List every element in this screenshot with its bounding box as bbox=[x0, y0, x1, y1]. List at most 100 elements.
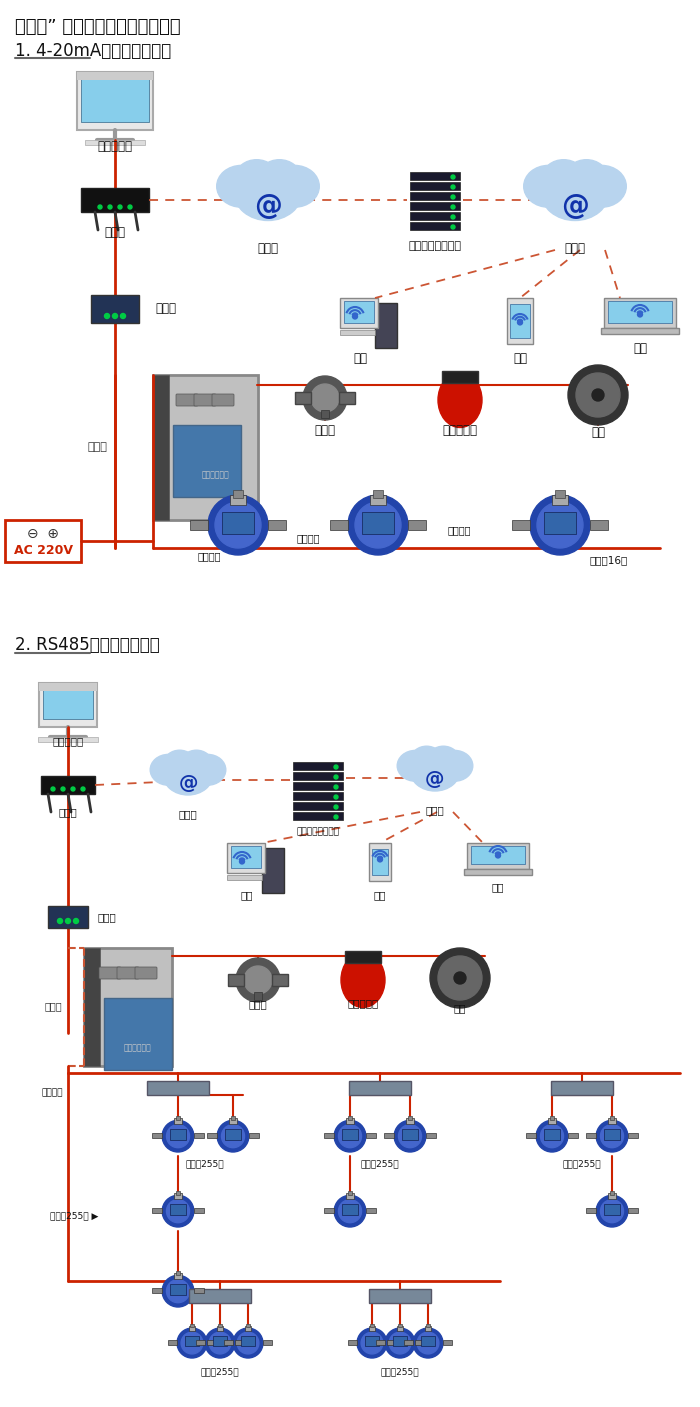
Ellipse shape bbox=[428, 746, 458, 771]
Text: 机气猫” 系列带显示固定式检测仪: 机气猫” 系列带显示固定式检测仪 bbox=[15, 18, 181, 37]
Bar bbox=[293, 812, 343, 820]
Text: 安底尔网络服务器: 安底尔网络服务器 bbox=[297, 827, 340, 837]
Bar bbox=[590, 521, 608, 530]
Text: 通讯线: 通讯线 bbox=[87, 442, 107, 452]
Bar bbox=[43, 687, 93, 719]
Text: 1. 4-20mA信号连接系统图: 1. 4-20mA信号连接系统图 bbox=[15, 42, 172, 61]
Circle shape bbox=[236, 958, 280, 1002]
Ellipse shape bbox=[541, 163, 609, 221]
Bar bbox=[544, 1128, 560, 1140]
Bar bbox=[471, 846, 525, 864]
Circle shape bbox=[334, 775, 338, 779]
Bar bbox=[216, 1325, 223, 1331]
Bar bbox=[170, 1285, 186, 1294]
Circle shape bbox=[348, 495, 408, 554]
Text: 路由器: 路由器 bbox=[104, 225, 125, 239]
Bar bbox=[393, 1337, 407, 1346]
Bar bbox=[548, 1119, 556, 1124]
Bar bbox=[425, 1325, 431, 1331]
Bar bbox=[610, 1116, 614, 1120]
Text: 信号输入: 信号输入 bbox=[296, 533, 320, 543]
Bar bbox=[344, 301, 374, 324]
Bar bbox=[555, 490, 565, 498]
Ellipse shape bbox=[436, 750, 473, 781]
Bar bbox=[526, 1133, 536, 1138]
Circle shape bbox=[601, 1200, 624, 1223]
Bar bbox=[194, 1133, 204, 1138]
Bar bbox=[403, 1339, 413, 1345]
Ellipse shape bbox=[150, 754, 187, 785]
Bar bbox=[227, 843, 265, 872]
Text: 通讯线: 通讯线 bbox=[44, 1000, 62, 1012]
Bar bbox=[608, 301, 672, 324]
Text: 声光报警器: 声光报警器 bbox=[442, 424, 477, 436]
Bar bbox=[342, 1128, 358, 1140]
Bar bbox=[170, 1204, 186, 1214]
Bar bbox=[189, 1289, 251, 1303]
Ellipse shape bbox=[258, 160, 300, 194]
Circle shape bbox=[208, 495, 268, 554]
FancyBboxPatch shape bbox=[194, 394, 216, 407]
Bar bbox=[348, 1116, 352, 1120]
Text: 报警控制主机: 报警控制主机 bbox=[124, 1044, 152, 1052]
Bar bbox=[173, 425, 241, 497]
Bar bbox=[77, 72, 153, 80]
FancyBboxPatch shape bbox=[99, 967, 121, 979]
Bar bbox=[147, 1081, 209, 1095]
FancyBboxPatch shape bbox=[212, 394, 234, 407]
Circle shape bbox=[118, 205, 122, 210]
Ellipse shape bbox=[190, 754, 226, 785]
Text: 485中继器: 485中继器 bbox=[162, 1086, 193, 1096]
Circle shape bbox=[596, 1120, 628, 1152]
Bar bbox=[421, 1337, 435, 1346]
Circle shape bbox=[339, 1124, 361, 1148]
Text: 手机: 手机 bbox=[513, 352, 527, 364]
Text: 可连接16个: 可连接16个 bbox=[590, 554, 629, 566]
Text: 可连接255台: 可连接255台 bbox=[381, 1368, 419, 1376]
Bar bbox=[222, 512, 254, 535]
Bar bbox=[628, 1207, 638, 1213]
Bar bbox=[324, 1133, 334, 1138]
Text: 路由器: 路由器 bbox=[59, 808, 78, 817]
Bar bbox=[552, 495, 568, 505]
Text: 信号输出: 信号输出 bbox=[198, 552, 221, 561]
Bar bbox=[231, 1116, 235, 1120]
Bar bbox=[366, 1207, 376, 1213]
Circle shape bbox=[451, 184, 455, 189]
Circle shape bbox=[98, 205, 102, 210]
Bar bbox=[235, 1339, 244, 1345]
Ellipse shape bbox=[524, 166, 573, 207]
Circle shape bbox=[162, 1196, 194, 1227]
Bar bbox=[426, 1133, 436, 1138]
Circle shape bbox=[596, 1196, 628, 1227]
Bar bbox=[544, 512, 576, 535]
Bar bbox=[176, 1271, 180, 1275]
Text: 单机版电脑: 单机版电脑 bbox=[97, 141, 132, 153]
Circle shape bbox=[377, 857, 382, 862]
Bar bbox=[241, 1337, 256, 1346]
Text: 信号输出: 信号输出 bbox=[41, 1089, 63, 1097]
Circle shape bbox=[221, 1124, 244, 1148]
Bar bbox=[610, 1190, 614, 1195]
Circle shape bbox=[334, 815, 338, 819]
Bar bbox=[246, 1324, 250, 1327]
Bar bbox=[369, 1325, 375, 1331]
Text: 485中继器: 485中继器 bbox=[384, 1294, 415, 1303]
Bar bbox=[568, 1133, 578, 1138]
Bar bbox=[153, 376, 169, 521]
Circle shape bbox=[601, 1124, 624, 1148]
Bar bbox=[366, 1133, 376, 1138]
Bar bbox=[415, 1339, 424, 1345]
Circle shape bbox=[108, 205, 112, 210]
Text: 报警控制主机: 报警控制主机 bbox=[201, 470, 229, 480]
Text: 485中继器: 485中继器 bbox=[566, 1086, 597, 1096]
Circle shape bbox=[239, 858, 244, 864]
Bar bbox=[293, 782, 343, 789]
Bar bbox=[410, 212, 460, 219]
FancyBboxPatch shape bbox=[117, 967, 139, 979]
Circle shape bbox=[311, 384, 339, 412]
Bar bbox=[293, 802, 343, 810]
Circle shape bbox=[51, 787, 55, 791]
Bar bbox=[551, 1081, 613, 1095]
Bar bbox=[188, 1325, 195, 1331]
